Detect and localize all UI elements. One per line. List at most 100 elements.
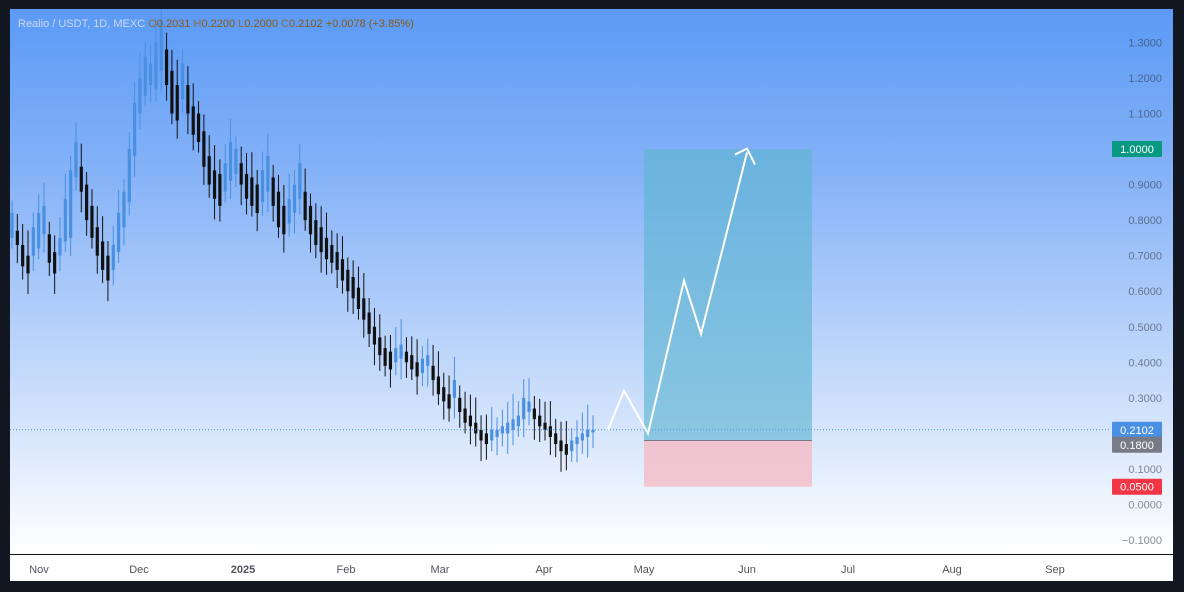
take-profit-badge-bg	[1112, 141, 1162, 157]
candle-body	[362, 298, 366, 320]
time-tick-label: Mar	[431, 564, 450, 576]
candle-body	[383, 348, 387, 366]
close-value: 0.2102	[288, 18, 323, 30]
candle-body	[127, 149, 131, 203]
time-axis[interactable]: Nov Dec 2025 Feb Mar Apr May Jun Jul Aug Sep	[10, 554, 1173, 581]
change-value: +0.0078 (+3.85%)	[325, 18, 414, 30]
loss-zone	[644, 440, 812, 487]
time-tick-label: May	[634, 564, 655, 576]
candle-body	[85, 184, 89, 221]
candle-body	[303, 191, 307, 221]
price-axis-canvas[interactable]: 1.3000 1.2000 1.1000 1.0000 0.9000 0.8000 0.70…	[1110, 9, 1173, 554]
open-key: O	[148, 18, 157, 30]
time-tick-label: Nov	[29, 564, 49, 576]
time-tick-label: Apr	[535, 564, 552, 576]
price-tick-label: 0.7000	[1128, 251, 1162, 263]
candle-body	[543, 422, 547, 430]
candle-body	[474, 422, 478, 434]
price-tick-label: 1.2000	[1128, 73, 1162, 85]
candle-body	[346, 269, 350, 292]
candle-body	[234, 149, 238, 174]
low-value: 0.2000	[244, 18, 278, 30]
candle-body	[106, 255, 110, 281]
candle-body	[271, 177, 275, 206]
candle-body	[575, 436, 579, 445]
candle-body	[202, 131, 206, 167]
price-tick-label: 0.1000	[1128, 464, 1162, 476]
current-price-badge-bg	[1112, 421, 1162, 438]
candle-body	[250, 177, 254, 206]
candle-body	[223, 163, 227, 192]
candle-body	[298, 163, 302, 199]
price-tick-label: 0.0000	[1128, 500, 1162, 512]
candle-body	[282, 205, 286, 235]
candle-body	[426, 355, 430, 366]
candle-body	[175, 85, 179, 121]
candle-body	[372, 326, 377, 345]
price-tick-label: 0.3000	[1128, 393, 1162, 405]
stop-loss-badge-bg	[1112, 478, 1162, 495]
candle-body	[111, 244, 115, 270]
candle-body	[122, 191, 126, 228]
candle-body	[196, 113, 201, 142]
projection-path	[607, 152, 748, 437]
candle-body	[276, 191, 281, 228]
candle-body	[538, 415, 542, 427]
price-tick-label: 0.6000	[1128, 286, 1162, 298]
candle-body	[159, 21, 163, 71]
candle-body	[511, 419, 515, 430]
current-price-badge: 0.2102	[1120, 425, 1154, 437]
symbol-name[interactable]: Realio / USDT, 1D, MEXC	[18, 18, 146, 30]
chart-canvas[interactable]	[10, 9, 1110, 554]
candle-body	[458, 397, 462, 413]
time-tick-label: Sep	[1045, 564, 1065, 576]
candle-body	[154, 42, 158, 89]
entry-badge: 0.1800	[1120, 440, 1154, 452]
candle-body	[69, 170, 73, 238]
candle-body	[570, 440, 574, 452]
candle-body	[479, 429, 483, 441]
time-axis-canvas[interactable]: Nov Dec 2025 Feb Mar Apr May Jun Jul Aug Sep	[10, 555, 1173, 581]
candle-body	[218, 173, 222, 206]
candle-body	[410, 355, 414, 370]
candle-body	[255, 184, 259, 213]
candle-body	[522, 397, 526, 420]
candle-body	[378, 337, 382, 356]
candle-body	[186, 85, 190, 114]
candle-body	[490, 429, 494, 441]
candle-body	[506, 422, 510, 434]
candle-body	[53, 252, 57, 274]
candle-body	[79, 166, 83, 192]
candle-body	[436, 376, 441, 395]
time-tick-label: 2025	[231, 564, 255, 576]
candle-body	[463, 408, 467, 423]
chart-plot-area[interactable]: Realio / USDT, 1D, MEXC O0.2031 H0.2200 …	[10, 9, 1110, 554]
candle-body	[564, 444, 568, 455]
candle-body	[95, 227, 99, 256]
candle-body	[138, 77, 142, 114]
candle-body	[90, 205, 94, 238]
candle-body	[314, 220, 318, 245]
price-tick-label: 0.4000	[1128, 357, 1162, 369]
candle-body	[292, 184, 297, 213]
candle-body	[415, 362, 419, 377]
time-tick-label: Feb	[337, 564, 356, 576]
candle-body	[591, 429, 595, 433]
candle-body	[21, 244, 25, 267]
candle-body	[180, 63, 185, 100]
price-tick-label: 0.8000	[1128, 215, 1162, 227]
candle-body	[335, 252, 339, 270]
candle-body	[15, 230, 19, 245]
candle-body	[207, 156, 211, 185]
price-axis[interactable]: 1.3000 1.2000 1.1000 1.0000 0.9000 0.8000 0.70…	[1110, 9, 1173, 554]
candle-body	[452, 380, 457, 398]
candle-body	[351, 276, 355, 299]
candle-body	[143, 56, 147, 96]
candle-body	[117, 212, 121, 253]
candle-body	[431, 365, 435, 381]
symbol-legend: Realio / USDT, 1D, MEXC O0.2031 H0.2200 …	[18, 18, 414, 30]
candle-body	[420, 358, 425, 373]
candle-body	[239, 163, 243, 185]
candle-body	[266, 156, 270, 192]
candle-body	[37, 212, 41, 249]
